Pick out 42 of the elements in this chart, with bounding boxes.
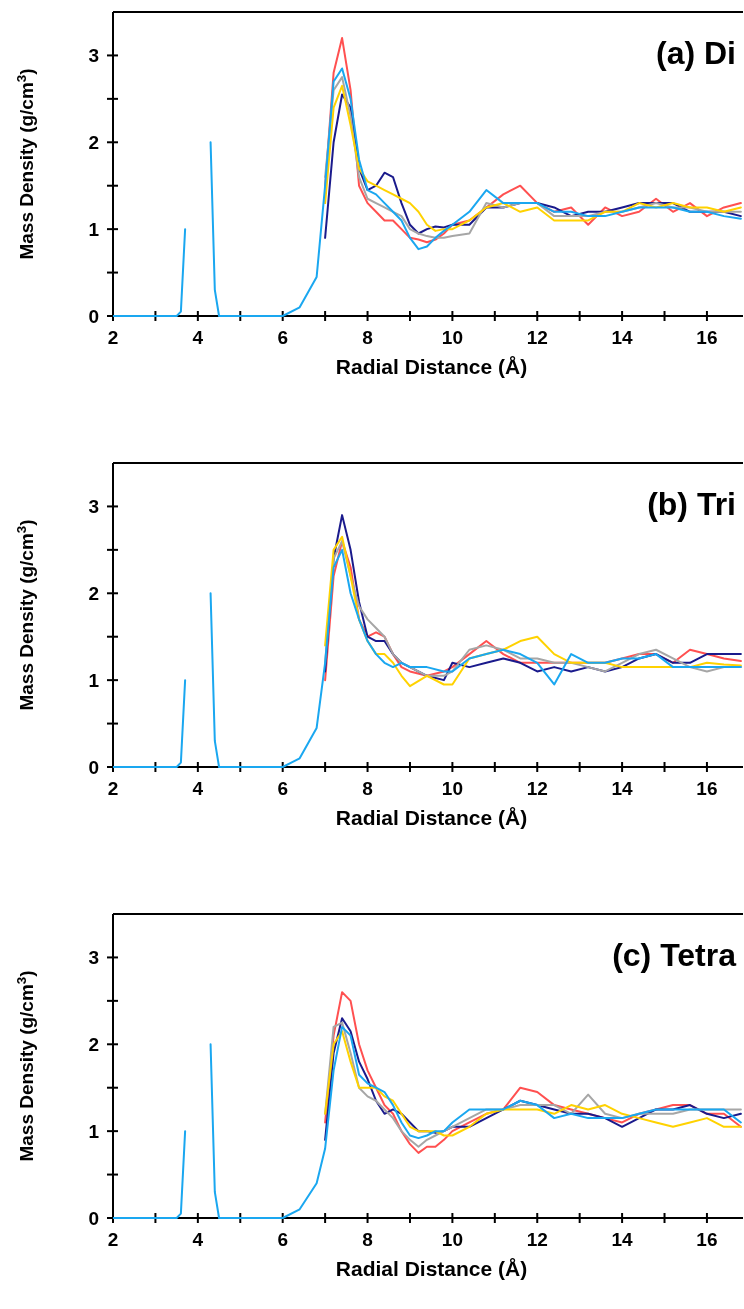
y-tick-label: 1: [88, 219, 100, 241]
text: (b) Tri: [647, 486, 736, 522]
x-tick-label: 10: [441, 327, 463, 348]
x-axis-title: Radial Distance (Å): [335, 806, 528, 829]
x-tick-label: 16: [696, 778, 718, 799]
x-tick-label: 8: [362, 1229, 373, 1250]
x-tick-label: 2: [107, 327, 119, 348]
y-tick-label: 0: [88, 1208, 99, 1229]
x-tick-label: 2: [107, 778, 119, 799]
y-tick-label: 3: [88, 45, 99, 67]
x-tick-label: 4: [192, 1229, 204, 1250]
x-tick-label: 2: [107, 1229, 119, 1250]
y-tick-label: 1: [88, 1121, 100, 1143]
x-tick-label: 6: [277, 327, 288, 348]
y-tick-label: 0: [88, 306, 99, 327]
x-axis-title: Radial Distance (Å): [335, 355, 528, 378]
text: (a) Di: [656, 35, 736, 71]
y-tick-label: 1: [88, 670, 100, 692]
x-tick-label: 14: [611, 1229, 634, 1250]
y-tick-label: 2: [88, 583, 99, 605]
x-axis-title: Radial Distance (Å): [335, 1257, 528, 1280]
y-tick-label: 3: [88, 947, 99, 969]
y-tick-label: 0: [88, 757, 99, 778]
y-tick-label: 2: [88, 1034, 99, 1056]
y-tick-label: 2: [88, 132, 99, 154]
x-tick-label: 14: [611, 327, 634, 348]
x-tick-label: 10: [441, 778, 463, 799]
text: (c) Tetra: [612, 937, 737, 973]
x-tick-label: 6: [277, 1229, 288, 1250]
x-tick-label: 6: [277, 778, 288, 799]
x-tick-label: 16: [696, 327, 718, 348]
x-tick-label: 4: [192, 327, 204, 348]
x-tick-label: 10: [441, 1229, 463, 1250]
x-tick-label: 12: [526, 778, 548, 799]
x-tick-label: 16: [696, 1229, 718, 1250]
x-tick-label: 12: [526, 1229, 548, 1250]
x-tick-label: 4: [192, 778, 204, 799]
x-tick-label: 8: [362, 778, 373, 799]
y-tick-label: 3: [88, 496, 99, 518]
x-tick-label: 8: [362, 327, 373, 348]
x-tick-label: 14: [611, 778, 634, 799]
x-tick-label: 12: [526, 327, 548, 348]
